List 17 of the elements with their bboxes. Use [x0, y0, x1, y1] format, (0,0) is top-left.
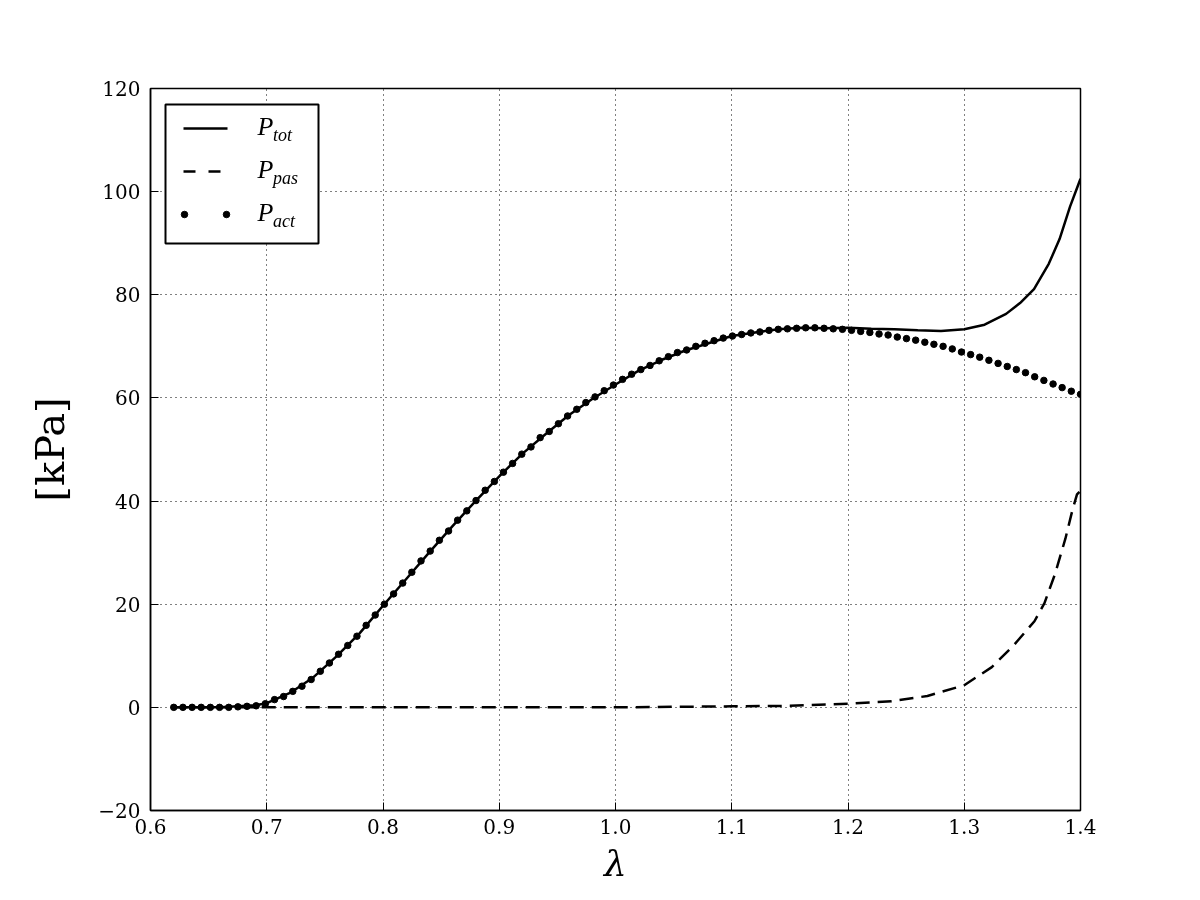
- x-tick-label: 1.0: [599, 814, 632, 839]
- x-tick-label: 1.3: [948, 814, 981, 839]
- x-tick-label: 1.4: [1064, 814, 1097, 839]
- x-tick-label: 0.9: [483, 814, 516, 839]
- x-axis-title: λ: [602, 842, 627, 884]
- x-tick-label: 1.2: [832, 814, 864, 839]
- y-tick-label: 0: [127, 695, 141, 720]
- y-tick-label: 40: [115, 489, 141, 514]
- y-tick-label: 120: [102, 77, 141, 101]
- x-tick-label: 1.1: [715, 814, 748, 839]
- x-tick-label: 0.8: [367, 814, 399, 839]
- y-tick-label: 80: [115, 283, 141, 308]
- x-tick-label: 0.7: [250, 814, 283, 839]
- y-tick-label: 60: [115, 386, 141, 411]
- y-axis-title: [kPa]: [27, 397, 74, 502]
- y-tick-label: 20: [115, 592, 141, 617]
- y-tick-label: 100: [102, 180, 141, 205]
